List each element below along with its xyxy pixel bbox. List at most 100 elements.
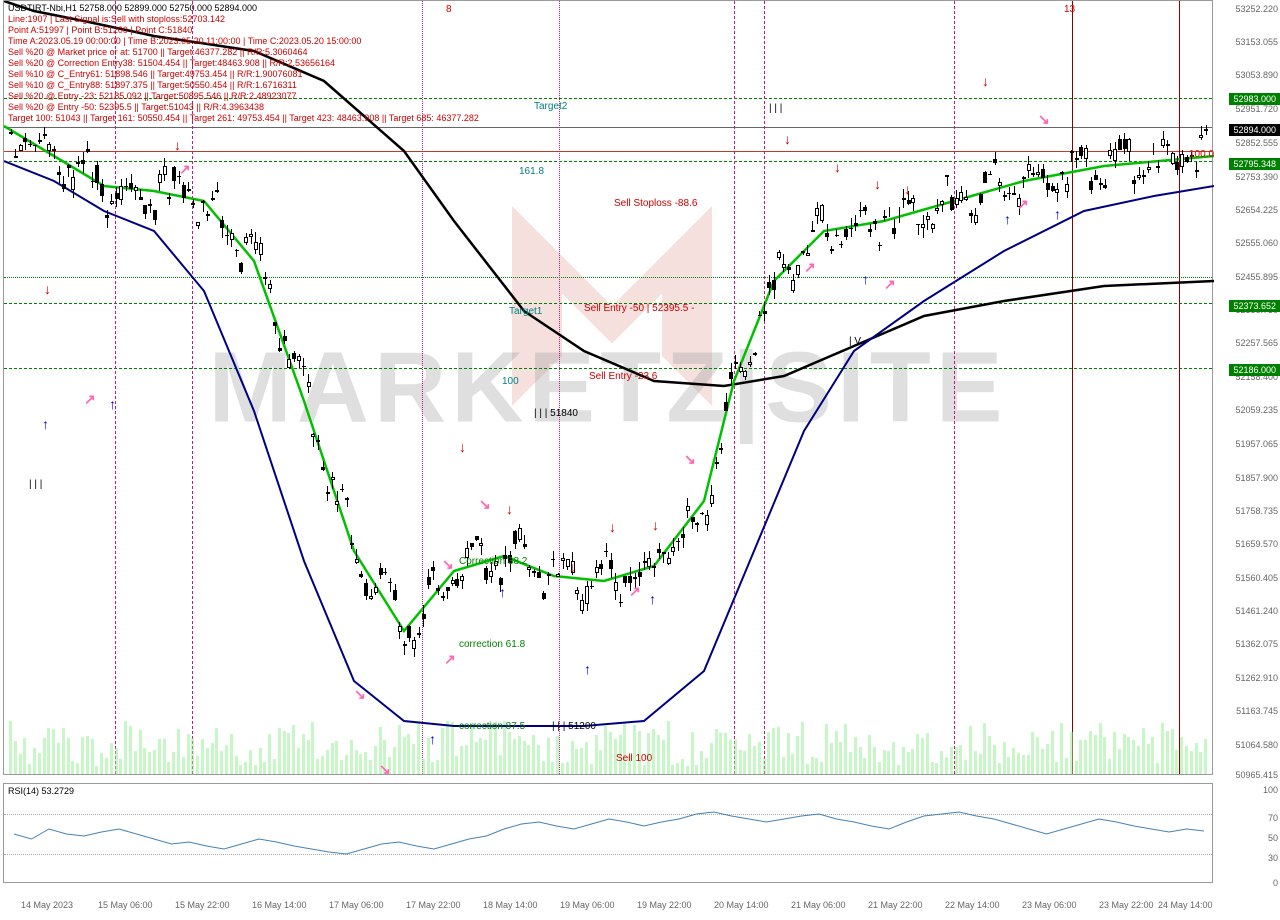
signal-arrow: ↓: [874, 176, 881, 192]
sell-corr38: Sell %20 @ Correction Entry38: 51504.454…: [8, 58, 335, 68]
chart-annotation: 8: [446, 4, 452, 15]
signal-arrow: ↗: [1017, 196, 1029, 213]
price-tick: 50965.415: [1235, 770, 1278, 780]
sell-market: Sell %20 @ Market price or at: 51700 || …: [8, 47, 308, 57]
time-tick: 18 May 14:00: [483, 900, 538, 910]
chart-annotation: | | |: [769, 103, 782, 114]
signal-arrow: ↓: [569, 559, 576, 575]
rsi-axis: 1007050300: [1213, 783, 1280, 883]
chart-annotation: 13: [1064, 4, 1075, 15]
time-tick: 21 May 06:00: [791, 900, 846, 910]
signal-info: Line:1907 | Last Signal is:Sell with sto…: [8, 14, 225, 24]
time-tick: 17 May 22:00: [406, 900, 461, 910]
rsi-tick: 100: [1263, 785, 1278, 795]
signal-arrow: ↑: [584, 661, 591, 677]
price-tick: 51461.240: [1235, 606, 1278, 616]
price-tick: 52951.720: [1235, 104, 1278, 114]
targets-info: Target 100: 51043 || Target 161: 50550.4…: [8, 113, 479, 123]
price-tick: 53053.890: [1235, 70, 1278, 80]
signal-arrow: ↑: [499, 584, 506, 600]
chart-annotation: Target1: [509, 306, 542, 317]
price-tick: 51163.745: [1236, 706, 1278, 716]
signal-arrow: ↓: [44, 281, 51, 297]
chart-annotation: Sell Stoploss -88.6: [614, 198, 697, 209]
signal-arrow: ↑: [42, 416, 49, 432]
sell-c88: Sell %10 @ C_Entry88: 51897.375 || Targe…: [8, 80, 297, 90]
rsi-panel[interactable]: RSI(14) 53.2729: [3, 783, 1213, 883]
price-tick: 52753.390: [1235, 172, 1278, 182]
price-tick: 51560.405: [1235, 573, 1278, 583]
signal-arrow: ↗: [884, 276, 896, 293]
sell-c61: Sell %10 @ C_Entry61: 51898.546 || Targe…: [8, 69, 303, 79]
rsi-label: RSI(14) 53.2729: [8, 786, 74, 796]
time-tick: 17 May 06:00: [329, 900, 384, 910]
signal-arrow: ↓: [834, 159, 841, 175]
sell-e23: Sell %20 @ Entry -23: 52185.092 || Targe…: [8, 91, 297, 101]
signal-arrow: ↓: [904, 181, 911, 197]
price-tick: 51758.735: [1235, 506, 1278, 516]
rsi-tick: 50: [1268, 833, 1278, 843]
signal-arrow: ↓: [784, 131, 791, 147]
rsi-tick: 0: [1273, 878, 1278, 888]
price-tag: 52373.652: [1229, 300, 1280, 312]
points-info: Point A:51997 | Point B:51200 | Point C:…: [8, 25, 192, 35]
price-tick: 51362.075: [1235, 639, 1278, 649]
signal-arrow: ↑: [1054, 206, 1061, 222]
signal-arrow: ↓: [982, 73, 989, 89]
chart-annotation: Sell 100: [616, 753, 652, 764]
signal-arrow: ↘: [684, 451, 696, 468]
price-tick: 51857.900: [1235, 473, 1278, 483]
price-tick: 51957.065: [1235, 439, 1278, 449]
chart-annotation: 161.8: [519, 166, 544, 177]
price-tag: 52983.000: [1229, 93, 1280, 105]
price-tick: 52059.235: [1235, 405, 1278, 415]
signal-arrow: ↗: [804, 259, 816, 276]
chart-annotation: correction 61.8: [459, 639, 525, 650]
price-tag: 52795.348: [1229, 158, 1280, 170]
chart-annotation: | | | 51200: [552, 721, 596, 732]
signal-arrow: ↓: [174, 137, 181, 153]
price-tick: 52654.225: [1235, 205, 1278, 215]
price-tick: 52257.565: [1235, 338, 1278, 348]
signal-arrow: ↗: [179, 161, 191, 178]
signal-arrow: ↑: [109, 396, 116, 412]
price-tick: 51064.580: [1235, 740, 1278, 750]
time-tick: 21 May 22:00: [868, 900, 923, 910]
signal-arrow: ↘: [379, 761, 391, 778]
time-tick: 20 May 14:00: [714, 900, 769, 910]
times-info: Time A:2023.05.19 00:00:00 | Time B:2023…: [8, 36, 361, 46]
chart-annotation: Sell Entry -23.6: [589, 371, 657, 382]
signal-arrow: ↗: [84, 391, 96, 408]
time-tick: 24 May 14:00: [1158, 900, 1213, 910]
price-tick: 51262.910: [1235, 673, 1278, 683]
chart-annotation: Correction 38.2: [459, 556, 527, 567]
signal-arrow: ↘: [1038, 111, 1050, 128]
signal-arrow: ↑: [649, 591, 656, 607]
signal-arrow: ↘: [354, 686, 366, 703]
signal-arrow: ↗: [444, 651, 456, 668]
signal-arrow: ↘: [442, 556, 454, 573]
chart-annotation: | | | 51840: [534, 408, 578, 419]
time-tick: 19 May 06:00: [560, 900, 615, 910]
price-tick: 52852.555: [1235, 138, 1278, 148]
price-tick: 52455.895: [1235, 272, 1278, 282]
chart-annotation: 100.0: [1189, 149, 1214, 160]
chart-container: MARKETZ|SITE ↓↗↑↑↓↗↓↘↗↘↑↘↘↓↑↓↑↓↗↓↑↘↓↗↓↑↓…: [0, 0, 1280, 920]
signal-arrow: ↑: [429, 731, 436, 747]
sell-e50: Sell %20 @ Entry -50: 52395.5 || Target:…: [8, 102, 264, 112]
time-tick: 22 May 14:00: [945, 900, 1000, 910]
price-tag: 52894.000: [1229, 124, 1280, 136]
price-axis: 53252.22053153.05553053.89052951.7205285…: [1213, 0, 1280, 775]
signal-arrow: ↓: [459, 439, 466, 455]
time-tick: 15 May 22:00: [175, 900, 230, 910]
main-price-chart[interactable]: MARKETZ|SITE ↓↗↑↑↓↗↓↘↗↘↑↘↘↓↑↓↑↓↗↓↑↘↓↗↓↑↓…: [3, 0, 1213, 775]
signal-arrow: ↘: [479, 496, 491, 513]
signal-arrow: ↑: [1004, 211, 1011, 227]
price-tag: 52186.000: [1229, 364, 1280, 376]
chart-annotation: Target2: [534, 101, 567, 112]
signal-arrow: ↓: [609, 519, 616, 535]
time-tick: 15 May 06:00: [98, 900, 153, 910]
price-tick: 53252.220: [1235, 4, 1278, 14]
chart-annotation: correction 87.5: [459, 721, 525, 732]
time-tick: 23 May 06:00: [1022, 900, 1077, 910]
